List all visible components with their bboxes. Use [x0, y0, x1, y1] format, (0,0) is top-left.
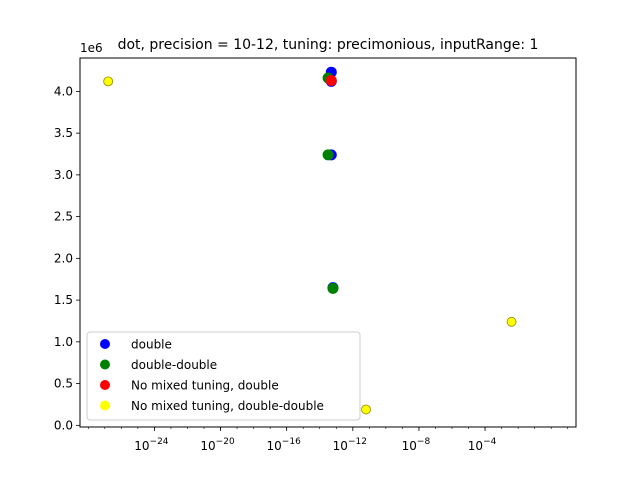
x-axis: 10−24 10−20 10−16 10−12 10−8 10−4: [87, 427, 569, 453]
x-tick-label: 10−24: [134, 437, 169, 453]
data-point-series-1: [327, 282, 339, 294]
legend: double double-double No mixed tuning, doub…: [86, 331, 361, 421]
y-tick-label: 2.0: [54, 251, 73, 265]
legend-marker: [100, 359, 110, 370]
x-tick-label-exponent: −8: [417, 437, 431, 447]
legend-marker: [100, 339, 110, 349]
plot-frame: [79, 57, 577, 428]
legend-marker: [100, 380, 110, 390]
legend-label: No mixed tuning, double-double: [131, 399, 324, 413]
y-tick-label: 0.5: [54, 377, 73, 391]
x-tick-label-base: 10: [134, 439, 149, 453]
data-point-series-3: [361, 404, 371, 415]
y-tick-label: 3.0: [54, 168, 73, 182]
y-tick-label: 1.0: [54, 335, 73, 349]
chart-title: dot, precision = 10-12, tuning: precimon…: [118, 37, 539, 53]
legend-label: double: [131, 338, 172, 352]
x-tick-label: 10−4: [468, 437, 497, 453]
x-tick-label-exponent: −12: [348, 437, 367, 447]
x-tick-label-exponent: −24: [150, 437, 169, 447]
data-point-series-3: [506, 316, 517, 327]
x-tick-label-exponent: −16: [282, 437, 301, 447]
x-tick-label-base: 10: [333, 439, 348, 453]
x-tick-label-base: 10: [267, 439, 282, 453]
y-tick-label: 2.5: [54, 210, 73, 224]
x-tick-label-exponent: −20: [216, 437, 235, 447]
legend-frame: [86, 331, 361, 421]
x-tick-label-base: 10: [468, 439, 483, 453]
data-points: [103, 66, 517, 415]
data-point-series-1: [322, 149, 334, 161]
y-tick-label: 3.5: [54, 126, 73, 140]
x-tick-label: 10−20: [200, 437, 235, 453]
x-tick-label: 10−16: [267, 437, 302, 453]
y-tick-label: 4.0: [54, 84, 73, 98]
x-tick-label-base: 10: [402, 439, 417, 453]
y-tick-label: 1.5: [54, 293, 73, 307]
y-tick-label: 0.0: [54, 418, 73, 432]
legend-marker: [100, 400, 110, 411]
data-point-series-2: [325, 75, 337, 87]
plot-area: [79, 57, 577, 428]
x-tick-label: 10−12: [333, 437, 367, 453]
y-axis-multiplier: 1e6: [80, 41, 103, 55]
legend-label: No mixed tuning, double: [131, 379, 279, 393]
x-tick-label: 10−8: [402, 437, 431, 453]
legend-label: double-double: [131, 358, 217, 372]
x-tick-label-base: 10: [200, 439, 215, 453]
data-point-series-3: [103, 76, 114, 87]
y-axis: 0.0 0.5 1.0 1.5 2.0 2.5 3.0 3.5 4.0: [54, 84, 80, 432]
x-tick-label-exponent: −4: [483, 437, 497, 447]
